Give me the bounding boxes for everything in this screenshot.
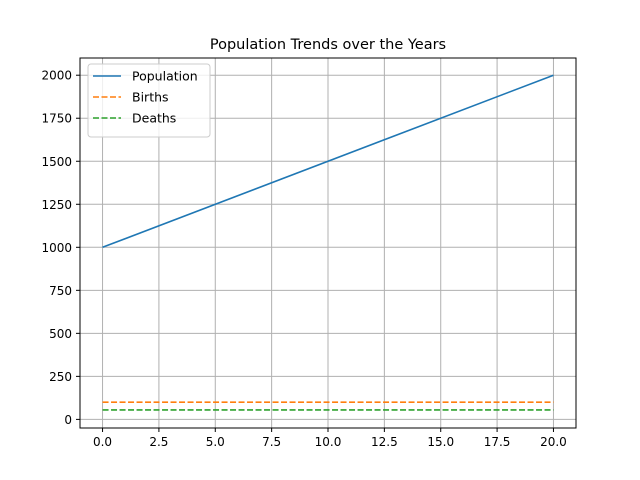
x-tick-label: 7.5 bbox=[262, 435, 281, 449]
series-line-population bbox=[102, 74, 554, 249]
y-tick-label: 1500 bbox=[41, 155, 72, 169]
x-tick-label: 10.0 bbox=[315, 435, 342, 449]
y-tick-label: 250 bbox=[49, 370, 72, 384]
x-tick-label: 12.5 bbox=[371, 435, 398, 449]
y-tick-label: 1250 bbox=[41, 198, 72, 212]
y-tick-label: 750 bbox=[49, 284, 72, 298]
legend: Population Births Deaths bbox=[87, 63, 211, 138]
x-tick-label: 0.0 bbox=[93, 435, 112, 449]
y-tick-label: 1000 bbox=[41, 241, 72, 255]
chart-title: Population Trends over the Years bbox=[210, 37, 446, 53]
series-lines bbox=[102, 74, 554, 411]
y-tick-label: 500 bbox=[49, 327, 72, 341]
x-tick-label: 17.5 bbox=[484, 435, 511, 449]
x-tick-label: 15.0 bbox=[427, 435, 454, 449]
x-tick-label: 5.0 bbox=[206, 435, 225, 449]
y-tick-label: 0 bbox=[64, 413, 72, 427]
x-tick-label: 20.0 bbox=[540, 435, 567, 449]
x-tick-label: 2.5 bbox=[149, 435, 168, 449]
grid bbox=[80, 58, 576, 428]
legend-label-births: Births bbox=[132, 90, 169, 105]
legend-label-deaths: Deaths bbox=[132, 111, 176, 126]
y-axis: 0 250 500 750 1000 1250 1500 1750 2000 bbox=[41, 69, 80, 427]
x-axis: 0.0 2.5 5.0 7.5 10.0 12.5 15.0 17.5 20.0 bbox=[93, 428, 567, 449]
y-tick-label: 2000 bbox=[41, 69, 72, 83]
y-tick-label: 1750 bbox=[41, 112, 72, 126]
legend-label-population: Population bbox=[132, 69, 198, 84]
